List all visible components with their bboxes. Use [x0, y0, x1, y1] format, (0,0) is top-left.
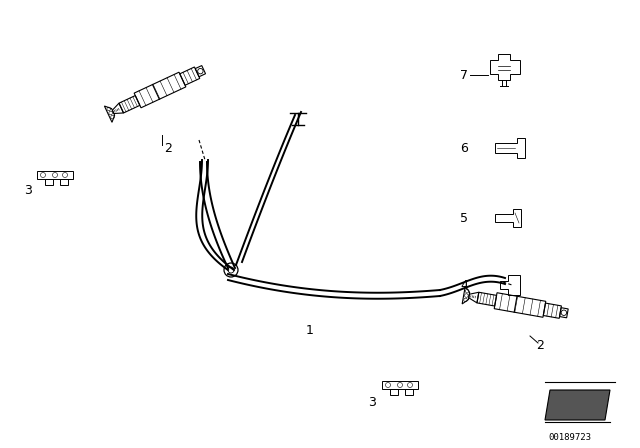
Text: 4: 4	[460, 279, 468, 292]
Text: 5: 5	[460, 211, 468, 224]
Polygon shape	[545, 390, 610, 420]
Text: 3: 3	[368, 396, 376, 409]
Text: 7: 7	[460, 69, 468, 82]
Text: 3: 3	[24, 184, 32, 197]
Text: 6: 6	[460, 142, 468, 155]
Text: 00189723: 00189723	[548, 433, 591, 442]
Text: 2: 2	[164, 142, 172, 155]
Text: 1: 1	[306, 323, 314, 336]
Text: 2: 2	[536, 339, 544, 352]
